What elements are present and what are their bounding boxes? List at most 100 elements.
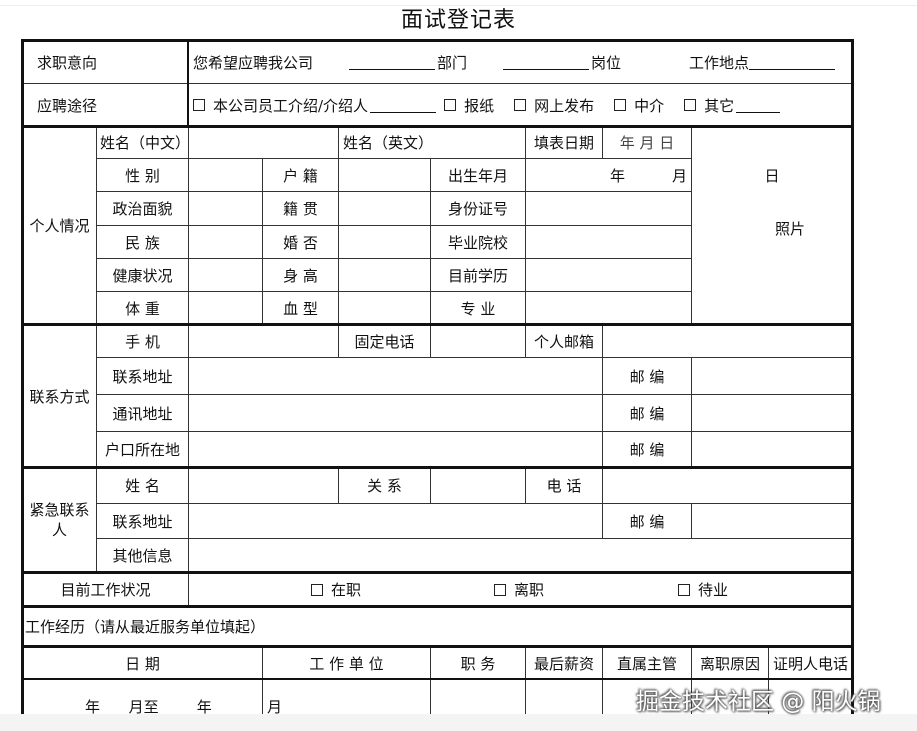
personal-field[interactable] [188, 158, 263, 192]
rule [187, 39, 189, 127]
location-blank[interactable] [749, 55, 836, 70]
personal-field[interactable] [188, 258, 263, 292]
channel-label: 应聘途径 [22, 83, 189, 127]
rule [22, 323, 854, 326]
watermark: 掘金技术社区 @ 阳火锅 [636, 689, 881, 715]
email-label: 个人邮箱 [525, 324, 603, 358]
status-unemployed[interactable]: 待业 [678, 579, 728, 600]
personal-field[interactable] [338, 158, 431, 192]
checkbox-icon[interactable] [444, 99, 457, 111]
other-info-label: 其他信息 [96, 538, 189, 573]
exp-header: 工 作 单 位 [262, 646, 431, 680]
rule [22, 466, 854, 469]
checkbox-icon[interactable] [678, 583, 690, 596]
personal-field[interactable] [525, 191, 692, 226]
rule [22, 605, 854, 608]
emergency-address-label: 联系地址 [96, 503, 189, 539]
photo-day: 日 [764, 167, 780, 185]
landline-field[interactable] [430, 324, 526, 358]
work-status-field: 在职 离职 待业 [188, 572, 853, 607]
dept-blank[interactable] [349, 55, 436, 70]
mail-address-field[interactable] [188, 394, 603, 432]
personal-field[interactable] [525, 258, 692, 292]
personal-field[interactable] [188, 191, 263, 226]
channel-option-newspaper[interactable]: 报纸 [444, 95, 494, 116]
page-bottom [0, 714, 917, 731]
rule [22, 645, 854, 648]
relation-field[interactable] [430, 467, 526, 504]
personal-section-label: 个人情况 [22, 126, 97, 325]
rule [22, 39, 854, 42]
email-field[interactable] [602, 324, 853, 358]
post-blank[interactable] [503, 55, 590, 70]
personal-field[interactable] [338, 191, 431, 226]
zip-field[interactable] [691, 394, 853, 432]
personal-field[interactable] [338, 225, 431, 259]
personal-field[interactable] [338, 291, 431, 325]
landline-label: 固定电话 [338, 324, 431, 358]
contact-section-label: 联系方式 [22, 324, 97, 468]
intent-field[interactable]: 您希望应聘我公司 部门 岗位 工作地点 [188, 40, 853, 84]
emergency-name-field[interactable] [188, 467, 339, 504]
exp-salary-field[interactable] [525, 679, 603, 719]
channel-option-agency[interactable]: 中介 [614, 95, 664, 116]
exp-header: 最后薪资 [525, 646, 603, 680]
status-employed[interactable]: 在职 [311, 579, 361, 600]
personal-label: 身 高 [262, 258, 339, 292]
birth-month: 月 [672, 166, 688, 185]
zip-field[interactable] [691, 503, 853, 539]
contact-address-label: 联系地址 [96, 357, 189, 395]
zip-label: 邮 编 [602, 431, 692, 468]
personal-label: 出生年月 [430, 158, 526, 192]
fill-date-label: 填表日期 [525, 126, 603, 159]
birth-date-field[interactable]: 年月 [525, 158, 692, 192]
mobile-field[interactable] [188, 324, 339, 358]
personal-label: 身份证号 [430, 191, 526, 226]
zip-field[interactable] [691, 357, 853, 395]
personal-field[interactable] [188, 291, 263, 325]
other-blank[interactable] [736, 98, 781, 113]
photo-box[interactable]: 日 照片 [691, 126, 853, 325]
page-title: 面试登记表 [400, 8, 516, 33]
hukou-field[interactable] [188, 431, 603, 468]
contact-address-field[interactable] [188, 357, 603, 395]
personal-label: 政治面貌 [96, 191, 189, 226]
channel-option-other[interactable]: 其它 [684, 95, 782, 116]
checkbox-icon[interactable] [193, 99, 205, 111]
referrer-blank[interactable] [370, 98, 437, 113]
intent-text: 您希望应聘我公司 [193, 53, 314, 72]
name-cn-label: 姓名（中文） [96, 126, 190, 159]
emergency-name-label: 姓 名 [96, 467, 189, 504]
checkbox-icon[interactable] [614, 99, 627, 111]
emergency-address-field[interactable] [188, 503, 603, 539]
zip-label: 邮 编 [602, 394, 692, 432]
emergency-section-label: 紧急联系人 [22, 467, 97, 573]
channel-option-referral[interactable]: 本公司员工介绍/介绍人 [193, 95, 438, 116]
top-divider [0, 5, 917, 6]
zip-field[interactable] [691, 431, 853, 468]
checkbox-icon[interactable] [684, 99, 697, 111]
personal-field[interactable] [188, 225, 263, 259]
personal-label: 专 业 [430, 291, 526, 325]
status-resigned[interactable]: 离职 [494, 579, 544, 600]
name-cn-field[interactable] [188, 126, 339, 159]
personal-field[interactable] [525, 291, 692, 325]
fill-date-field[interactable]: 年 月 日 [602, 126, 692, 159]
channel-option-online[interactable]: 网上发布 [514, 95, 594, 116]
exp-date-field[interactable]: 年 月至 年 [22, 679, 263, 719]
hukou-label: 户口所在地 [96, 431, 189, 468]
checkbox-icon[interactable] [514, 99, 527, 111]
personal-field[interactable] [338, 258, 431, 292]
exp-header: 职 务 [430, 646, 526, 680]
checkbox-icon[interactable] [311, 583, 323, 596]
mail-address-label: 通讯地址 [96, 394, 189, 432]
experience-title: 工作经历（请从最近服务单位填起） [22, 606, 853, 647]
personal-label: 健康状况 [96, 258, 189, 292]
exp-position-field[interactable] [430, 679, 526, 719]
emergency-phone-field[interactable] [602, 467, 853, 504]
exp-company-field[interactable]: 月 [262, 679, 431, 719]
personal-field[interactable] [525, 225, 692, 259]
other-info-field[interactable] [188, 538, 853, 573]
personal-label: 籍 贯 [262, 191, 339, 226]
checkbox-icon[interactable] [494, 583, 506, 596]
